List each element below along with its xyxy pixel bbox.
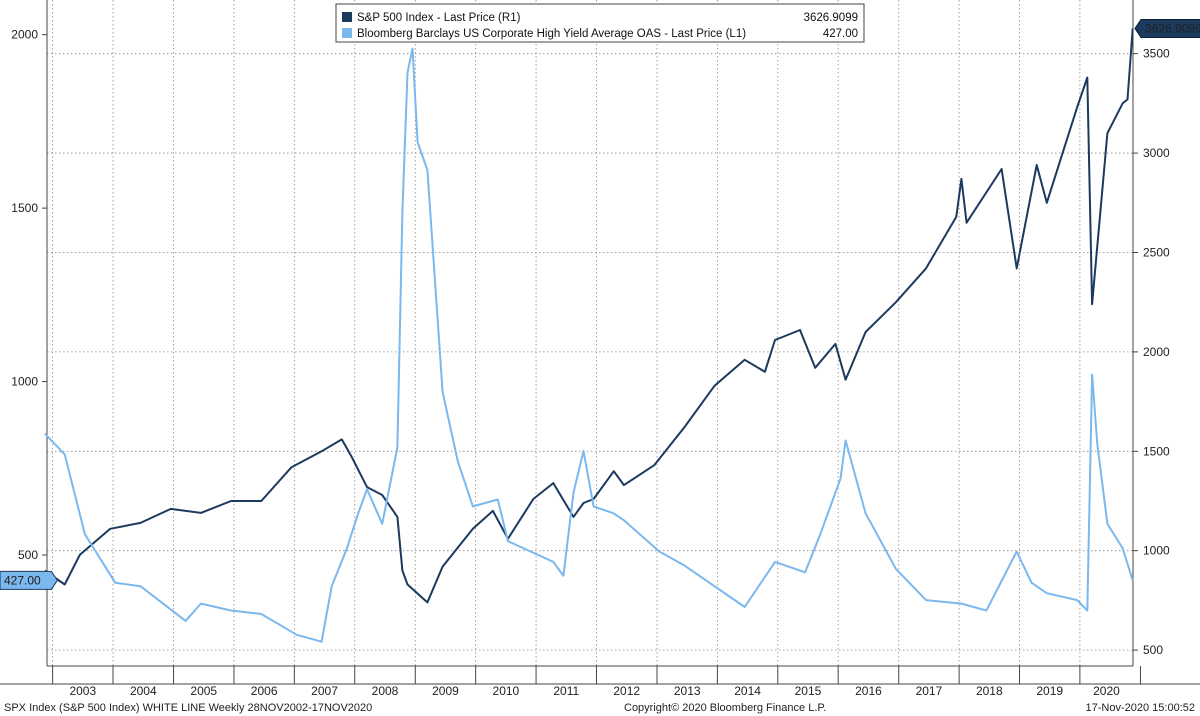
legend: S&P 500 Index - Last Price (R1) 3626.9099…	[335, 3, 865, 43]
footer-left: SPX Index (S&P 500 Index) WHITE LINE Wee…	[4, 702, 372, 714]
series-lines	[44, 28, 1134, 643]
x-tick-label: 2019	[1036, 684, 1063, 698]
last-value-tag-1: 3626.9099	[1134, 18, 1200, 38]
tag-label: 3626.9099	[1145, 21, 1200, 35]
legend-value-1: 3626.9099	[804, 12, 858, 24]
legend-label-2: Bloomberg Barclays US Corporate High Yie…	[357, 28, 746, 40]
legend-swatch-1	[342, 12, 352, 22]
x-tick-label: 2013	[674, 684, 701, 698]
x-tick-label: 2016	[855, 684, 882, 698]
y-left-tick-label: 1500	[11, 201, 38, 215]
y-right-tick-label: 500	[1143, 643, 1163, 657]
footer: SPX Index (S&P 500 Index) WHITE LINE Wee…	[4, 702, 1195, 714]
x-tick-label: 2004	[130, 684, 157, 698]
y-right-tick-label: 1000	[1143, 544, 1170, 558]
series-line-1	[44, 28, 1134, 604]
legend-value-2: 427.00	[823, 28, 858, 40]
axes: 500 1000 1500 2000 500 1000 1500 2000 2500 3000 35…	[0, 0, 1200, 698]
x-tick-label: 2011	[553, 684, 579, 698]
x-tick-label: 2007	[311, 684, 338, 698]
y-left-tick-label: 2000	[11, 28, 38, 42]
x-tick-label: 2018	[976, 684, 1003, 698]
y-right-tick-label: 2500	[1143, 245, 1170, 259]
x-tick-label: 2008	[372, 684, 399, 698]
legend-swatch-2	[342, 28, 352, 38]
tag-shape	[0, 570, 59, 590]
x-tick-label: 2014	[734, 684, 761, 698]
series-line-2	[44, 47, 1134, 643]
x-tick-label: 2006	[251, 684, 278, 698]
legend-label-1: S&P 500 Index - Last Price (R1)	[357, 12, 521, 24]
y-right-tick-label: 3000	[1143, 146, 1170, 160]
x-tick-label: 2015	[795, 684, 822, 698]
y-right-tick-label: 1500	[1143, 444, 1170, 458]
x-tick-label: 2009	[432, 684, 459, 698]
y-right-tick-label: 2000	[1143, 345, 1170, 359]
y-left-tick-label: 500	[18, 548, 38, 562]
x-tick-label: 2017	[916, 684, 943, 698]
tag-shape	[1134, 18, 1200, 38]
footer-right: 17-Nov-2020 15:00:52	[1086, 702, 1195, 714]
y-right-tick-label: 3500	[1143, 47, 1170, 61]
x-tick-label: 2010	[493, 684, 520, 698]
x-tick-label: 2012	[613, 684, 640, 698]
legend-box	[335, 3, 865, 43]
last-value-tag-2: 427.00	[0, 570, 59, 590]
x-tick-label: 2005	[190, 684, 217, 698]
y-left-tick-label: 1000	[11, 375, 38, 389]
x-tick-label: 2003	[69, 684, 96, 698]
x-tick-label: 2020	[1093, 684, 1120, 698]
tag-label: 427.00	[4, 573, 41, 587]
footer-center: Copyright© 2020 Bloomberg Finance L.P.	[624, 702, 826, 714]
last-value-tags: 3626.9099 427.00	[0, 18, 1200, 590]
grid	[47, 0, 1133, 666]
